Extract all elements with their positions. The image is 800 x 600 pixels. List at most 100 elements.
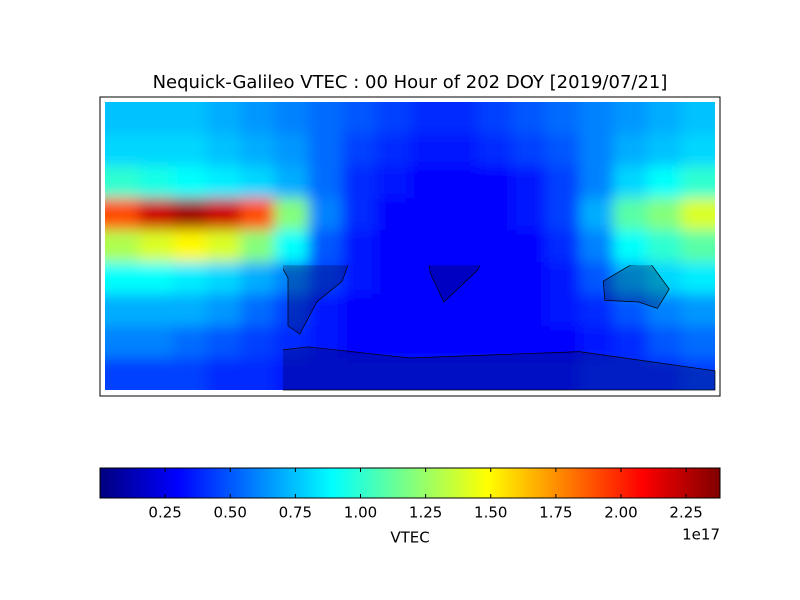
heat-cell [274,294,309,327]
colorbar-tick-label: 2.25 [669,504,702,522]
heat-cell [511,294,547,327]
heat-cell [105,262,140,295]
heat-cell [206,198,242,231]
heat-cell [105,134,140,167]
heat-cell [681,326,715,359]
coastlines [282,265,715,390]
heat-cell [477,166,513,199]
heat-cell [477,230,513,263]
heat-cell [477,326,513,359]
heat-cell [206,326,242,359]
heat-cell [240,230,275,263]
heat-cell [376,230,411,263]
colorbar-tick-label: 0.25 [148,504,181,522]
heat-cell [545,358,580,390]
heat-cell [138,294,174,327]
heat-cell [477,262,513,295]
heat-cell [240,262,275,295]
heat-cell [647,230,682,263]
heat-cell [206,230,242,263]
heat-cell [410,134,445,167]
heat-cell [477,134,513,167]
colorbar-label: VTEC [390,529,429,547]
heat-cell [545,294,580,327]
colorbar-tick-label: 0.75 [279,504,312,522]
heat-cell [105,326,140,359]
heat-cell [308,326,343,359]
heat-cell [342,102,377,135]
heat-cell [613,102,648,135]
heat-cell [613,294,648,327]
heat-cell [410,198,445,231]
heat-cell [308,294,343,327]
heat-cell [647,326,682,359]
heat-cell [172,262,208,295]
heat-cell [545,102,580,135]
heat-cell [376,358,411,390]
heat-cell [342,198,377,231]
heat-cell [172,230,208,263]
land [282,347,715,390]
colorbar-tick-label: 1.50 [474,504,507,522]
heat-cell [308,230,343,263]
heat-cell [443,358,479,390]
heat-cell [342,134,377,167]
heat-cell [240,326,275,359]
heat-cell [274,262,309,295]
heat-cell [545,134,580,167]
heat-cell [511,198,547,231]
heat-cell [647,198,682,231]
heat-cell [206,134,242,167]
heat-cell [138,102,174,135]
heat-cell [138,166,174,199]
heat-cell [172,198,208,231]
heat-cell [613,326,648,359]
colorbar-tick-label: 1.00 [344,504,377,522]
heat-cell [579,358,614,390]
heat-cell [240,102,275,135]
heat-cell [274,198,309,231]
heat-cell [308,358,343,390]
heat-cell [410,358,445,390]
heat-cell [206,102,242,135]
heat-cell [681,230,715,263]
heat-cell [647,262,682,295]
heat-cell [240,166,275,199]
heat-cell [172,294,208,327]
heat-cell [579,198,614,231]
heat-cell [443,230,479,263]
heat-cell [410,326,445,359]
heat-cell [138,134,174,167]
heat-cell [477,102,513,135]
heat-cell [172,166,208,199]
heat-cell [138,198,174,231]
heat-cell [206,294,242,327]
heat-cell [613,358,648,390]
heat-cell [274,102,309,135]
heat-cell [410,102,445,135]
colorbar-tick-label: 0.50 [214,504,247,522]
heat-cell [138,326,174,359]
heat-cell [545,326,580,359]
heat-cell [342,262,377,295]
heat-cell [240,198,275,231]
heat-cell [511,134,547,167]
heat-cell [477,358,513,390]
heat-cell [443,326,479,359]
heat-cell [308,134,343,167]
heat-cell [681,262,715,295]
heat-cell [681,102,715,135]
heat-cell [511,166,547,199]
heat-cell [477,294,513,327]
heat-cell [443,102,479,135]
heat-cell [647,102,682,135]
heat-cell [138,230,174,263]
heat-cell [105,294,140,327]
heat-cell [613,166,648,199]
heat-cell [342,326,377,359]
land [381,265,496,302]
heat-cell [240,358,275,390]
heat-cell [681,166,715,199]
